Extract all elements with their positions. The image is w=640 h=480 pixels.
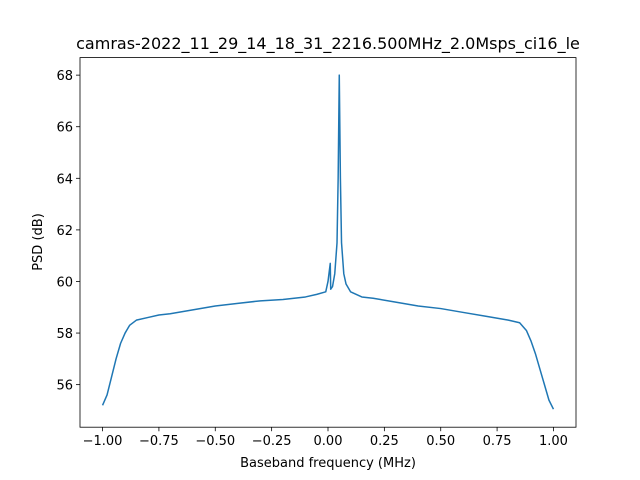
x-tick-label: 0.50 [426, 434, 455, 449]
x-tick-label: −1.00 [83, 434, 123, 449]
x-tick-label: −0.25 [252, 434, 292, 449]
data-line [101, 74, 555, 410]
x-tick-label: 0.00 [314, 434, 343, 449]
x-axis-label: Baseband frequency (MHz) [240, 456, 416, 471]
y-tick-label: 56 [56, 379, 73, 394]
y-tick-label: 62 [56, 224, 73, 239]
x-tick-label: 0.25 [370, 434, 399, 449]
y-tick-label: 60 [56, 275, 73, 290]
chart-title: camras-2022_11_29_14_18_31_2216.500MHz_2… [76, 34, 580, 54]
x-tick-label: 0.75 [483, 434, 512, 449]
x-tick-label: −0.50 [195, 434, 235, 449]
y-tick-label: 68 [56, 69, 73, 84]
y-tick-label: 66 [56, 121, 73, 136]
y-tick-label: 58 [56, 327, 73, 342]
x-tick-label: 1.00 [539, 434, 568, 449]
plot-frame [79, 57, 577, 428]
x-tick-label: −0.75 [139, 434, 179, 449]
y-axis-label: PSD (dB) [31, 213, 46, 271]
y-tick-label: 64 [56, 172, 73, 187]
